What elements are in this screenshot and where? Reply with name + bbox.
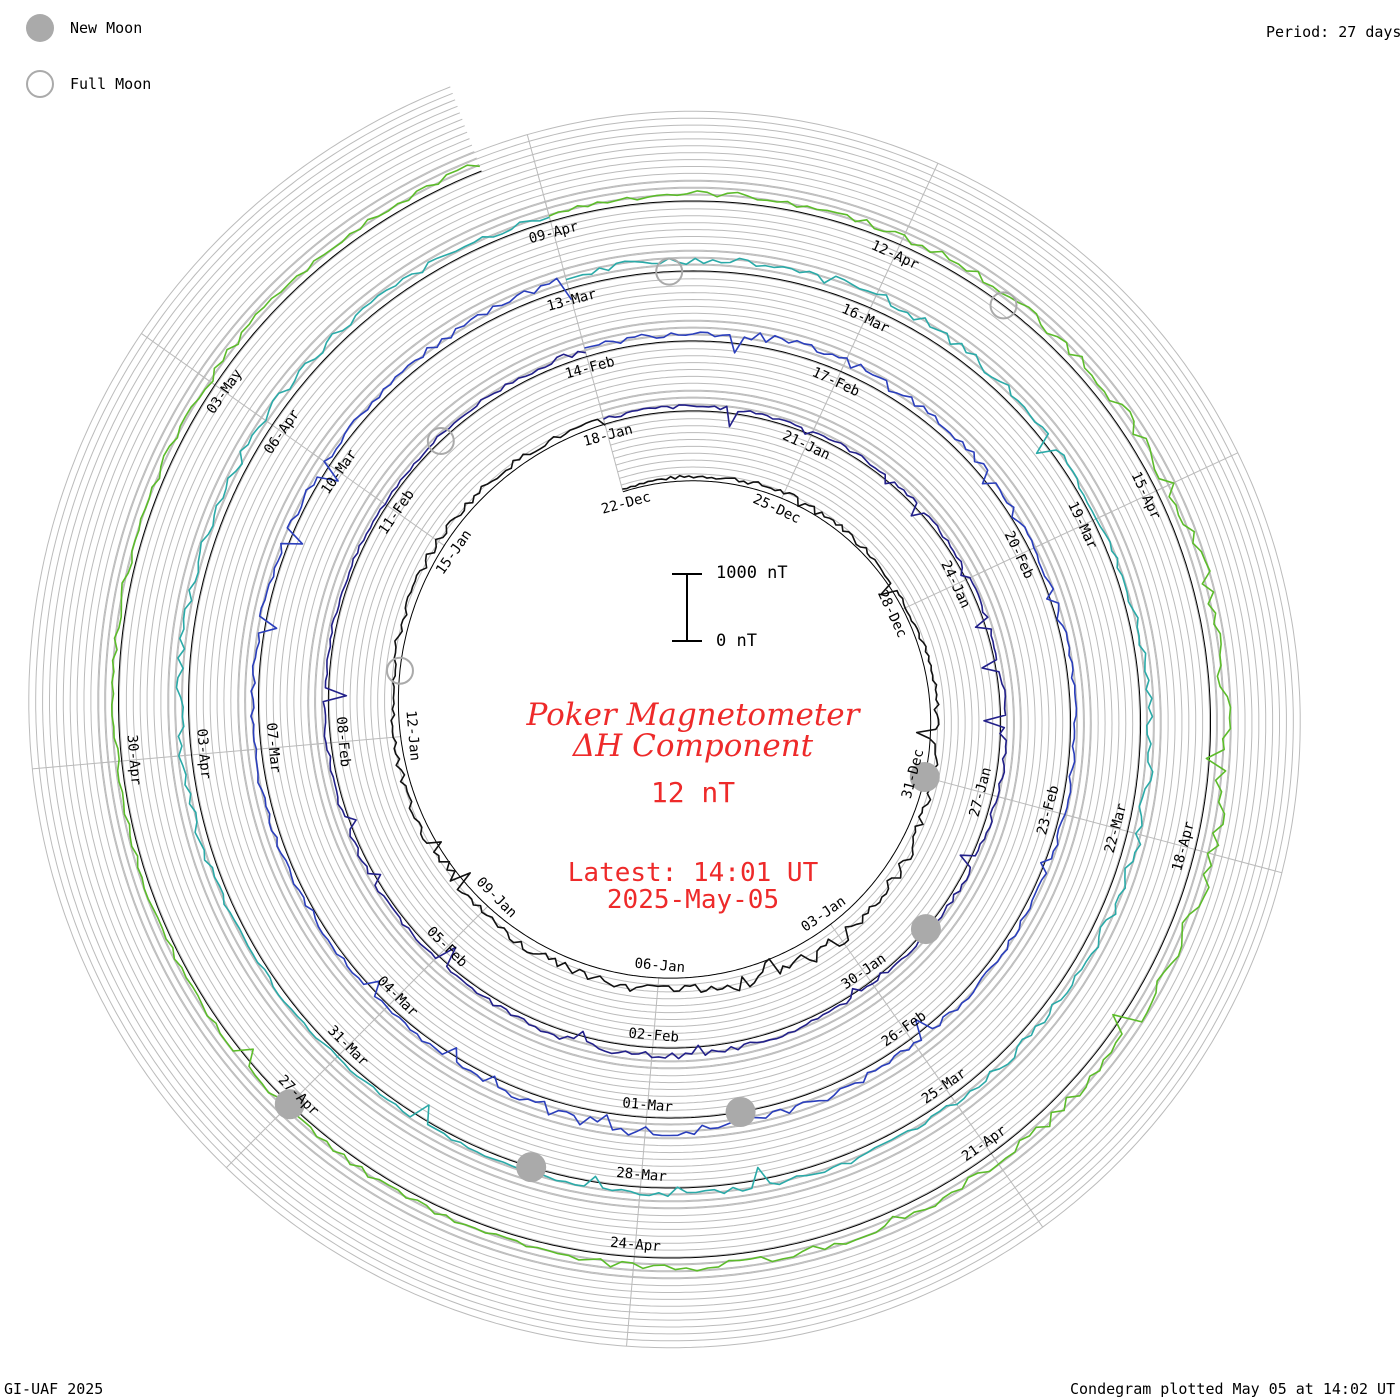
date-label: 06-Jan: [634, 956, 686, 976]
full-moon-marker: [655, 257, 684, 286]
new-moon-marker: [274, 1089, 305, 1120]
legend-new-moon: New Moon: [26, 14, 142, 42]
credit-label: GI-UAF 2025: [4, 1380, 104, 1398]
date-label: 28-Mar: [616, 1165, 668, 1185]
date-label: 08-Feb: [333, 716, 353, 768]
new-moon-icon: [26, 14, 54, 42]
spoke-line: [31, 760, 122, 770]
spoke-line: [1156, 452, 1239, 492]
full-moon-marker: [989, 291, 1018, 320]
trace-cycle-5: [111, 164, 1232, 1272]
date-label: 30-Apr: [124, 734, 144, 786]
guide-spiral: [69, 125, 1260, 1307]
date-label: 01-Mar: [622, 1095, 674, 1115]
trace-cycle-2: [322, 350, 1008, 1060]
date-label: 18-Jan: [582, 421, 635, 450]
trace-cycle-4: [175, 216, 1154, 1198]
guide-spiral: [42, 99, 1287, 1335]
legend-full-moon-label: Full Moon: [70, 75, 152, 93]
legend-new-moon-label: New Moon: [70, 19, 143, 37]
guide-spiral: [35, 92, 1294, 1342]
latest-time: Latest: 14:01 UT: [567, 858, 819, 888]
baseline-spiral: [118, 170, 1211, 1259]
scale-tick-bottom: [672, 640, 702, 642]
full-moon-marker: [426, 426, 455, 455]
spoke-line: [625, 1256, 635, 1347]
plotted-label: Condegram plotted May 05 at 14:02 UT: [1070, 1380, 1396, 1398]
trace-cycle-1: [390, 418, 940, 993]
trace-cycle-3: [250, 277, 1078, 1137]
latest-date: 2025-May-05: [606, 885, 780, 915]
new-moon-marker: [516, 1152, 547, 1183]
guide-spiral: [55, 112, 1274, 1321]
condegram-grid: [28, 86, 1301, 1349]
guide-spiral: [49, 105, 1280, 1328]
scale-bar-line: [686, 573, 688, 642]
date-label: 02-Feb: [628, 1026, 680, 1046]
new-moon-marker: [725, 1097, 756, 1128]
guide-spiral: [97, 151, 1232, 1280]
new-moon-marker: [910, 914, 941, 945]
guide-spiral: [90, 144, 1239, 1287]
spoke-line: [526, 134, 552, 222]
guide-spiral: [76, 131, 1253, 1300]
date-label: 22-Dec: [600, 489, 653, 518]
spoke-line: [990, 1153, 1044, 1228]
full-moon-marker: [385, 656, 414, 685]
current-value: 12 nT: [650, 776, 736, 809]
date-label: 28-Dec: [874, 588, 910, 641]
date-label: 12-Jan: [402, 710, 422, 762]
guide-spiral: [28, 86, 1301, 1349]
guide-spiral: [83, 138, 1246, 1293]
spoke-line: [1195, 849, 1283, 874]
date-label: 07-Mar: [263, 722, 283, 774]
spoke-line: [899, 162, 939, 245]
date-label: 15-Jan: [433, 527, 475, 578]
date-label: 03-Apr: [193, 728, 213, 780]
legend-full-moon: Full Moon: [26, 70, 151, 98]
new-moon-marker: [909, 762, 940, 793]
full-moon-icon: [26, 70, 54, 98]
scale-bottom-label: 0 nT: [716, 631, 757, 651]
period-label: Period: 27 days: [1266, 23, 1400, 41]
date-label: 24-Apr: [610, 1235, 662, 1255]
moon-markers: [274, 257, 1018, 1183]
condegram-traces: [111, 164, 1232, 1272]
chart-title-line2: ΔH Component: [572, 728, 814, 764]
scale-top-label: 1000 nT: [716, 563, 788, 583]
chart-title-line1: Poker Magnetometer: [526, 697, 860, 733]
spoke-line: [140, 332, 216, 386]
guide-spiral: [62, 118, 1267, 1314]
